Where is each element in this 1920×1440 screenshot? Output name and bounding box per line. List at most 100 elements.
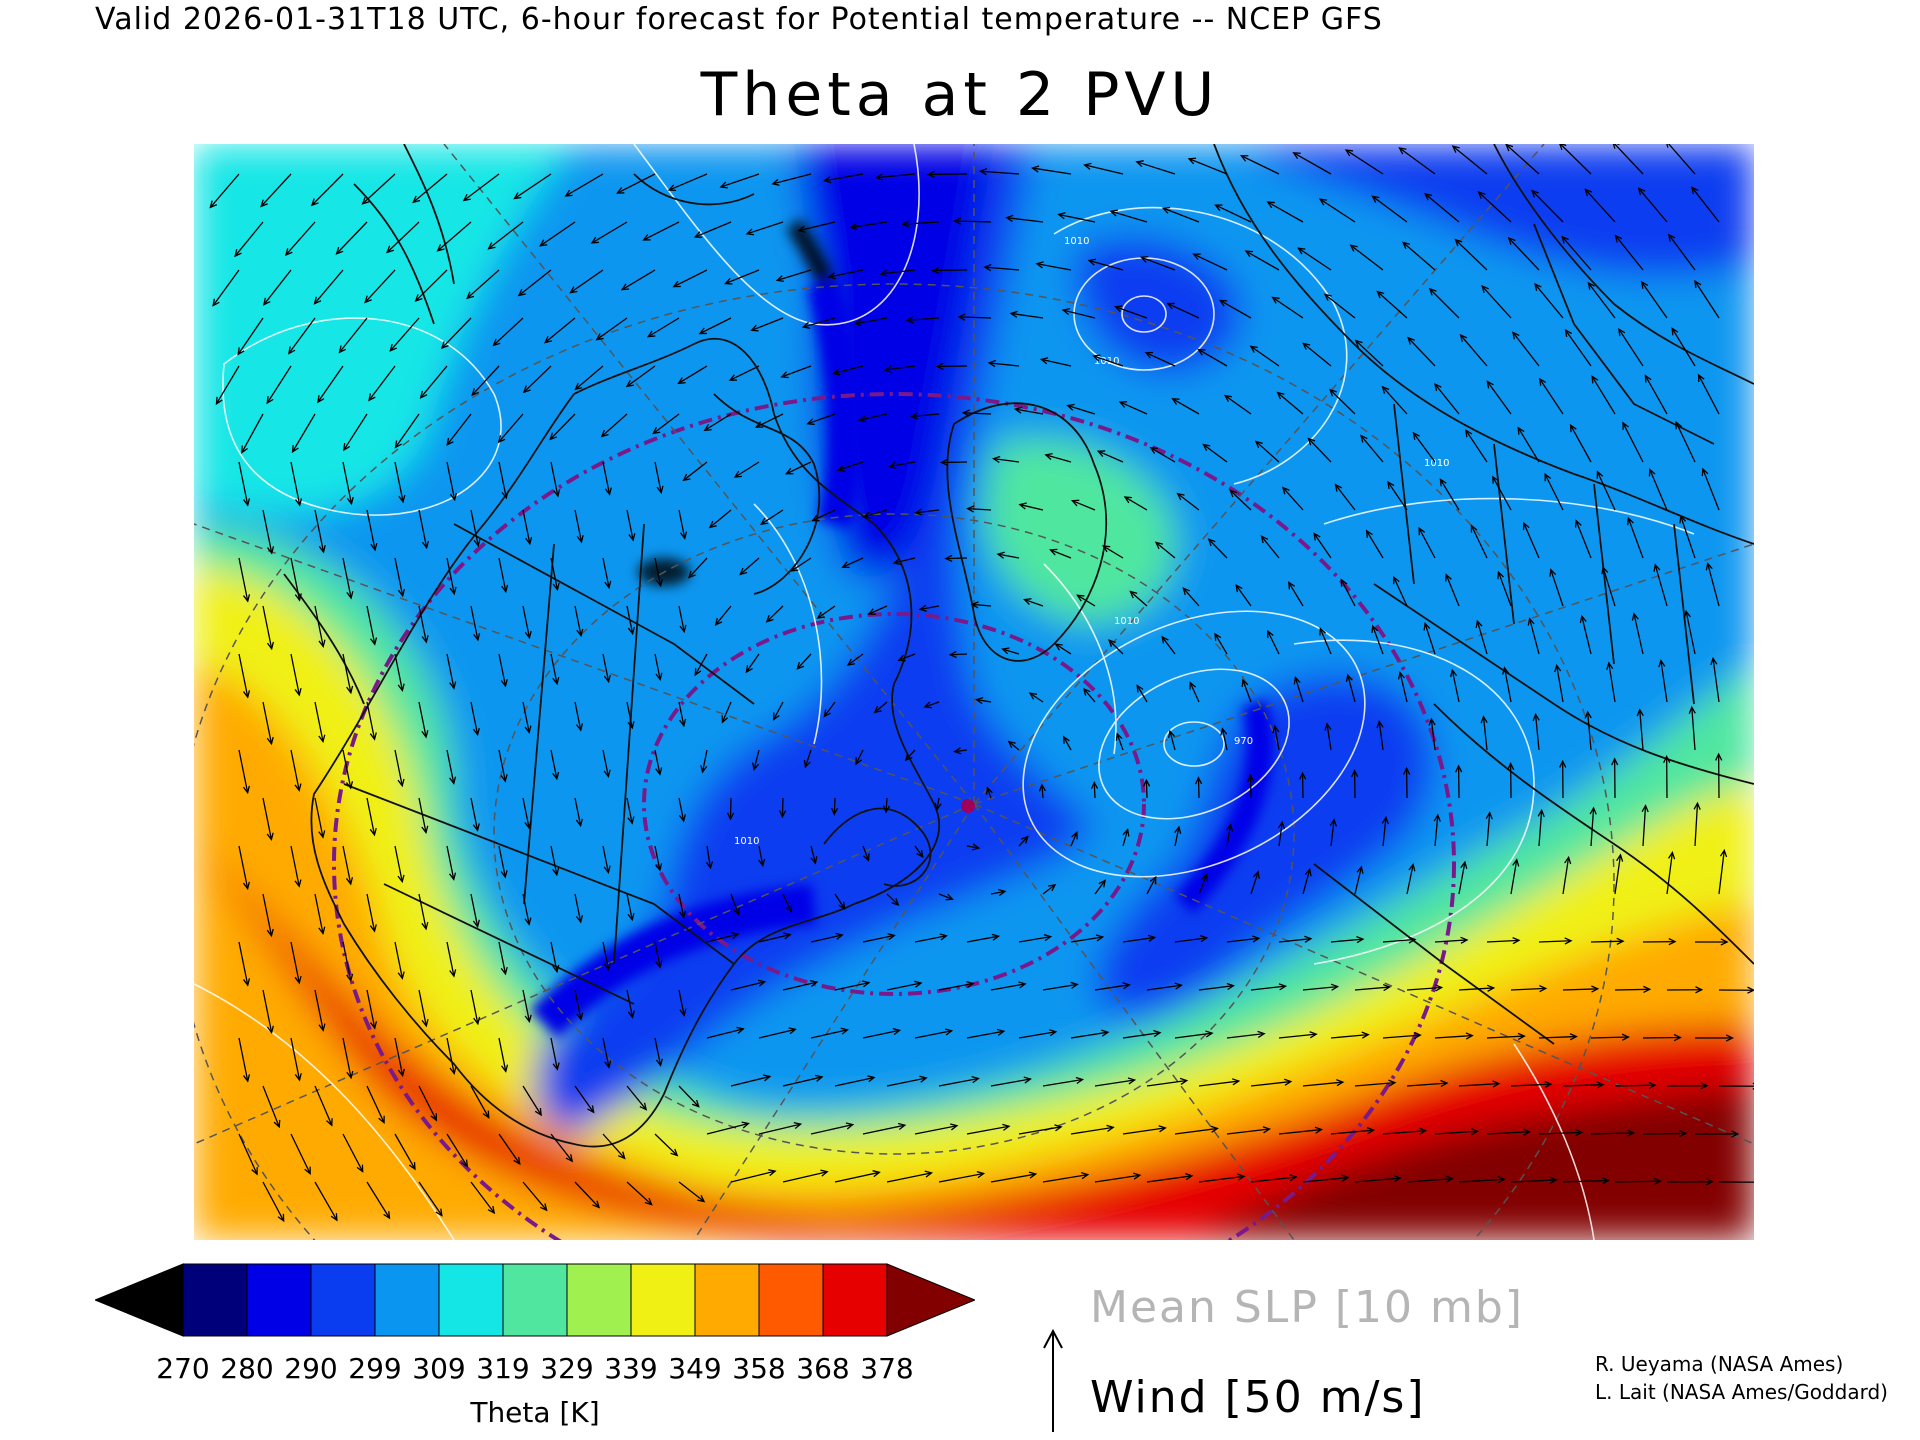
- wind-vector: [914, 935, 947, 943]
- wind-vector-head: [1281, 486, 1290, 495]
- wind-vector: [342, 1133, 364, 1172]
- wind-vector: [550, 845, 558, 875]
- wind-vector: [626, 605, 634, 634]
- wind-vector: [1531, 190, 1564, 223]
- wind-vector-head: [1054, 1124, 1063, 1132]
- wind-vector: [626, 365, 656, 387]
- wind-vector: [466, 269, 500, 299]
- wind-vector: [695, 221, 732, 238]
- wind-vector-head: [644, 1197, 653, 1206]
- wind-vector-head: [1133, 1172, 1142, 1180]
- wind-vector: [654, 557, 662, 586]
- wind-vector-head: [326, 1118, 333, 1127]
- wind-vector: [1591, 376, 1616, 415]
- wind-vector: [893, 557, 916, 564]
- wind-vector-head: [1284, 1078, 1293, 1086]
- wind-vector-head: [1225, 823, 1234, 832]
- wind-vector-head: [604, 487, 612, 496]
- wind-vector: [418, 797, 427, 833]
- wind-vector: [262, 989, 273, 1033]
- wind-vector: [470, 509, 479, 546]
- wind-vector: [1235, 584, 1252, 607]
- wind-vector-head: [679, 624, 687, 634]
- isobar-label: 1010: [734, 836, 759, 847]
- wind-vector: [1122, 936, 1155, 943]
- wind-vector: [314, 1181, 338, 1221]
- wind-vector: [314, 269, 344, 305]
- wind-vector-head: [1030, 165, 1040, 173]
- wind-vector-head: [796, 661, 805, 670]
- wind-vector: [1255, 440, 1280, 463]
- wind-vector: [601, 413, 628, 437]
- wind-vector: [668, 173, 708, 191]
- wind-vector-head: [462, 193, 471, 202]
- wind-vector: [470, 1085, 490, 1118]
- colorbar-title: Theta [K]: [470, 1396, 600, 1429]
- wind-vector-head: [768, 1169, 777, 1177]
- wind-vector: [565, 173, 604, 197]
- wind-vector: [602, 461, 611, 495]
- wind-vector: [683, 461, 708, 481]
- wind-vector: [550, 749, 558, 779]
- wind-vector-head: [1700, 1082, 1709, 1090]
- wind-vector: [898, 653, 916, 661]
- wind-vector: [1267, 630, 1280, 655]
- wind-vector: [238, 1037, 249, 1082]
- wind-vector-head: [294, 1073, 302, 1082]
- wind-vector-head: [524, 630, 532, 640]
- wind-vector-head: [835, 932, 844, 940]
- wind-vector: [694, 653, 708, 676]
- wind-vector-head: [806, 418, 815, 426]
- wind-vector-head: [338, 345, 347, 354]
- wind-vector-head: [466, 291, 475, 300]
- wind-vector: [498, 749, 506, 782]
- wind-vector: [1534, 283, 1564, 319]
- wind-vector-head: [966, 505, 975, 513]
- wind-vector-head: [1679, 514, 1687, 524]
- colorbar-swatch: [822, 1263, 888, 1337]
- colorbar-swatch: [246, 1263, 312, 1337]
- wind-vector: [1093, 782, 1096, 799]
- wind-vector-head: [793, 1121, 803, 1130]
- wind-vector-head: [1648, 1081, 1657, 1089]
- meridians: [194, 144, 1754, 1240]
- wind-vector-head: [914, 508, 923, 516]
- wind-vector: [758, 933, 791, 943]
- wind-vector: [1512, 331, 1540, 367]
- wind-vector-head: [719, 181, 728, 189]
- wind-vector-head: [691, 1099, 700, 1108]
- wind-vector-head: [595, 333, 604, 341]
- wind-vector: [574, 1181, 600, 1208]
- wind-vector: [1334, 484, 1356, 511]
- wind-vector: [366, 1085, 385, 1123]
- wind-vector-head: [552, 964, 560, 974]
- wind-vector: [1517, 427, 1540, 463]
- wind-vector: [498, 1133, 521, 1165]
- wind-vector-head: [726, 812, 735, 821]
- wind-vector: [1146, 1079, 1187, 1087]
- wind-vector-head: [1480, 715, 1488, 724]
- wind-vector: [1508, 237, 1540, 271]
- wind-vector-head: [1387, 480, 1395, 490]
- wind-vector-head: [1612, 144, 1620, 149]
- credit-line-1: R. Ueyama (NASA Ames): [1595, 1352, 1844, 1376]
- wind-vector-head: [1549, 568, 1557, 577]
- wind-vector-head: [1440, 1079, 1449, 1088]
- wind-vector: [602, 653, 610, 682]
- wind-vector: [1042, 1078, 1083, 1087]
- wind-vector: [678, 1085, 700, 1108]
- wind-vector-head: [1564, 855, 1572, 865]
- wind-vector-head: [1087, 258, 1097, 266]
- wind-vector-head: [1424, 192, 1433, 201]
- wind-vector: [366, 989, 376, 1029]
- wind-vector-head: [539, 1203, 548, 1212]
- wind-vector: [1406, 986, 1442, 991]
- wind-vector-head: [524, 1014, 532, 1024]
- wind-vector-head: [435, 1208, 443, 1217]
- wind-vector: [1691, 186, 1720, 223]
- isobar-label: 1010: [1424, 458, 1449, 469]
- wind-vector: [1122, 829, 1129, 847]
- wind-vector: [834, 981, 870, 991]
- colorbar-swatch: [310, 1263, 376, 1337]
- wind-vector-head: [1340, 578, 1348, 587]
